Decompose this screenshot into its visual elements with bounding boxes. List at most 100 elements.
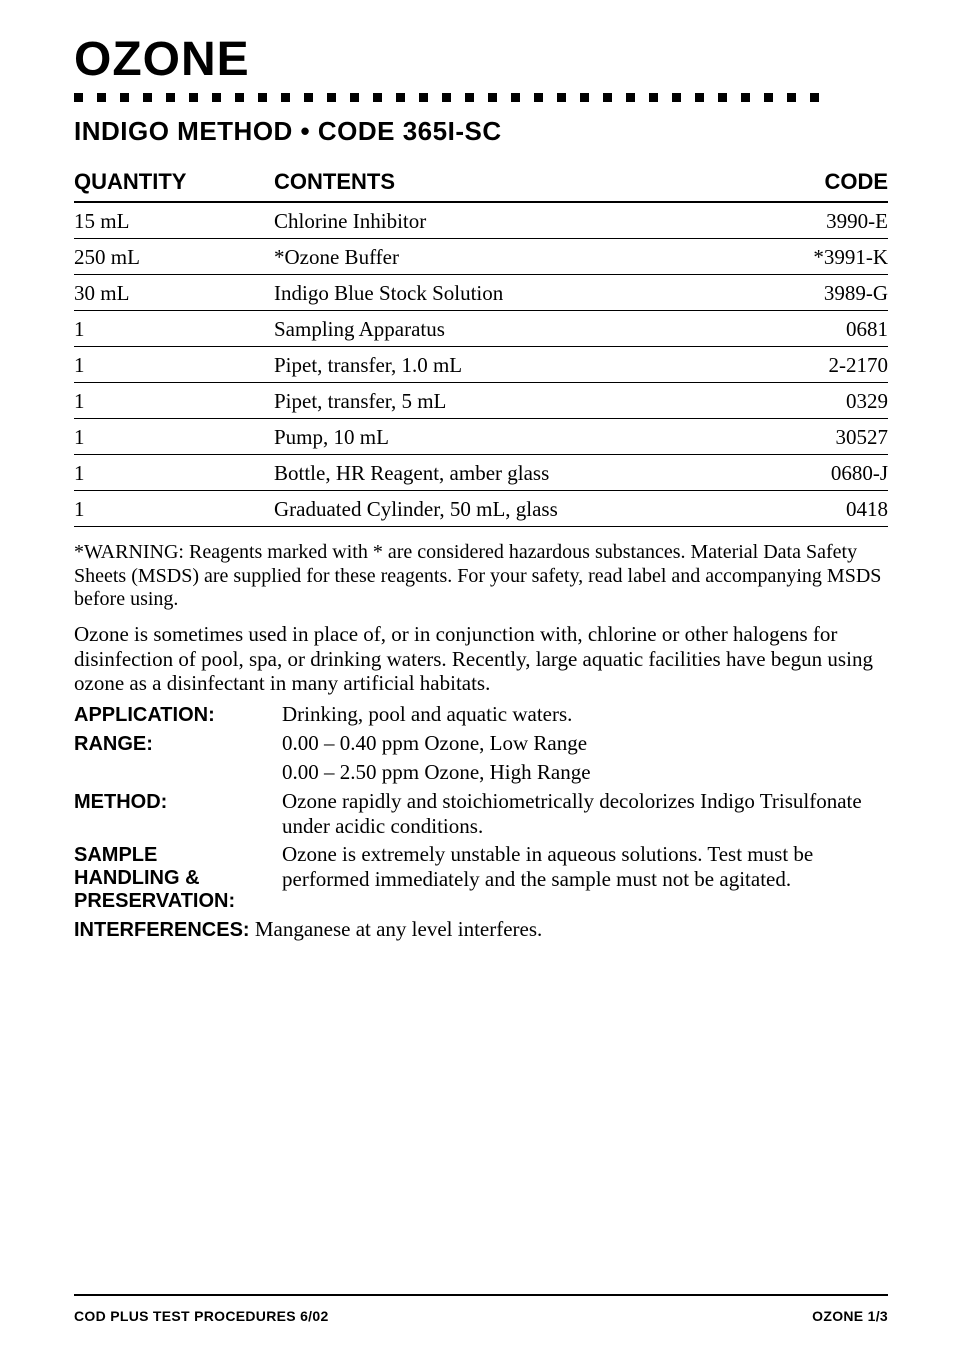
cell-code: 0418 xyxy=(778,491,888,527)
value-range-1: 0.00 – 0.40 ppm Ozone, Low Range xyxy=(282,731,888,756)
footer-divider xyxy=(74,1294,888,1296)
dot-square xyxy=(97,93,106,102)
cell-contents: Pump, 10 mL xyxy=(274,419,778,455)
dot-square xyxy=(534,93,543,102)
cell-code: 30527 xyxy=(778,419,888,455)
table-row: 1Pipet, transfer, 1.0 mL2-2170 xyxy=(74,347,888,383)
dot-square xyxy=(695,93,704,102)
quantity-contents-code-table: QUANTITY CONTENTS CODE 15 mLChlorine Inh… xyxy=(74,169,888,527)
dot-square xyxy=(166,93,175,102)
dot-square xyxy=(120,93,129,102)
interferences-line: INTERFERENCES: Manganese at any level in… xyxy=(74,917,888,942)
cell-contents: *Ozone Buffer xyxy=(274,239,778,275)
dot-square xyxy=(603,93,612,102)
table-row: 1Pipet, transfer, 5 mL0329 xyxy=(74,383,888,419)
cell-code: 3990-E xyxy=(778,202,888,239)
page: OZONE INDIGO METHOD • CODE 365I-SC QUANT… xyxy=(0,0,954,1352)
cell-code: 0681 xyxy=(778,311,888,347)
table-row: 1Sampling Apparatus0681 xyxy=(74,311,888,347)
label-range-empty xyxy=(74,760,272,785)
dot-square xyxy=(235,93,244,102)
dot-square xyxy=(511,93,520,102)
dot-square xyxy=(74,93,83,102)
dot-square xyxy=(143,93,152,102)
cell-quantity: 1 xyxy=(74,491,274,527)
cell-quantity: 1 xyxy=(74,347,274,383)
cell-contents: Graduated Cylinder, 50 mL, glass xyxy=(274,491,778,527)
cell-contents: Sampling Apparatus xyxy=(274,311,778,347)
dot-square xyxy=(258,93,267,102)
cell-quantity: 15 mL xyxy=(74,202,274,239)
label-range: RANGE: xyxy=(74,731,272,756)
cell-contents: Pipet, transfer, 5 mL xyxy=(274,383,778,419)
definitions-grid: APPLICATION: Drinking, pool and aquatic … xyxy=(74,702,888,913)
label-sample-2: HANDLING & xyxy=(74,867,200,889)
label-sample: SAMPLE HANDLING & PRESERVATION: xyxy=(74,842,272,913)
page-title: OZONE xyxy=(74,32,888,87)
value-range-2: 0.00 – 2.50 ppm Ozone, High Range xyxy=(282,760,888,785)
dot-square xyxy=(350,93,359,102)
cell-code: 3989-G xyxy=(778,275,888,311)
table-header-row: QUANTITY CONTENTS CODE xyxy=(74,169,888,202)
cell-contents: Indigo Blue Stock Solution xyxy=(274,275,778,311)
table-row: 15 mLChlorine Inhibitor3990-E xyxy=(74,202,888,239)
cell-quantity: 250 mL xyxy=(74,239,274,275)
dot-square xyxy=(649,93,658,102)
table-row: 1Pump, 10 mL30527 xyxy=(74,419,888,455)
cell-quantity: 1 xyxy=(74,455,274,491)
dot-square xyxy=(281,93,290,102)
header-quantity: QUANTITY xyxy=(74,169,274,202)
table-row: 250 mL*Ozone Buffer*3991-K xyxy=(74,239,888,275)
dot-square xyxy=(327,93,336,102)
label-method: METHOD: xyxy=(74,789,272,839)
dot-square xyxy=(396,93,405,102)
dotted-separator xyxy=(74,93,888,102)
table-row: 1Graduated Cylinder, 50 mL, glass0418 xyxy=(74,491,888,527)
value-sample: Ozone is extremely unstable in aqueous s… xyxy=(282,842,888,913)
dot-square xyxy=(419,93,428,102)
table-row: 1Bottle, HR Reagent, amber glass0680-J xyxy=(74,455,888,491)
dot-square xyxy=(557,93,566,102)
cell-contents: Chlorine Inhibitor xyxy=(274,202,778,239)
dot-square xyxy=(787,93,796,102)
dot-square xyxy=(304,93,313,102)
cell-code: 0680-J xyxy=(778,455,888,491)
cell-quantity: 1 xyxy=(74,419,274,455)
dot-square xyxy=(465,93,474,102)
dot-square xyxy=(488,93,497,102)
label-sample-1: SAMPLE xyxy=(74,844,157,866)
label-sample-3: PRESERVATION: xyxy=(74,890,235,912)
header-code: CODE xyxy=(778,169,888,202)
table-row: 30 mLIndigo Blue Stock Solution3989-G xyxy=(74,275,888,311)
dot-square xyxy=(764,93,773,102)
cell-code: *3991-K xyxy=(778,239,888,275)
dot-square xyxy=(580,93,589,102)
cell-quantity: 1 xyxy=(74,383,274,419)
cell-code: 2-2170 xyxy=(778,347,888,383)
footer: COD PLUS TEST PROCEDURES 6/02 OZONE 1/3 xyxy=(74,1308,888,1324)
cell-quantity: 30 mL xyxy=(74,275,274,311)
cell-contents: Pipet, transfer, 1.0 mL xyxy=(274,347,778,383)
cell-contents: Bottle, HR Reagent, amber glass xyxy=(274,455,778,491)
dot-square xyxy=(373,93,382,102)
label-interferences: INTERFERENCES: xyxy=(74,919,250,941)
subtitle: INDIGO METHOD • CODE 365I-SC xyxy=(74,116,888,147)
intro-text: Ozone is sometimes used in place of, or … xyxy=(74,622,888,696)
warning-text: *WARNING: Reagents marked with * are con… xyxy=(74,541,888,612)
dot-square xyxy=(672,93,681,102)
dot-square xyxy=(212,93,221,102)
dot-square xyxy=(442,93,451,102)
footer-right: OZONE 1/3 xyxy=(812,1308,888,1324)
dot-square xyxy=(741,93,750,102)
dot-square xyxy=(718,93,727,102)
value-interferences: Manganese at any level interferes. xyxy=(250,917,543,941)
label-application: APPLICATION: xyxy=(74,702,272,727)
dot-square xyxy=(189,93,198,102)
footer-left: COD PLUS TEST PROCEDURES 6/02 xyxy=(74,1308,329,1324)
value-application: Drinking, pool and aquatic waters. xyxy=(282,702,888,727)
value-method: Ozone rapidly and stoichiometrically dec… xyxy=(282,789,888,839)
cell-code: 0329 xyxy=(778,383,888,419)
dot-square xyxy=(626,93,635,102)
dot-square xyxy=(810,93,819,102)
cell-quantity: 1 xyxy=(74,311,274,347)
